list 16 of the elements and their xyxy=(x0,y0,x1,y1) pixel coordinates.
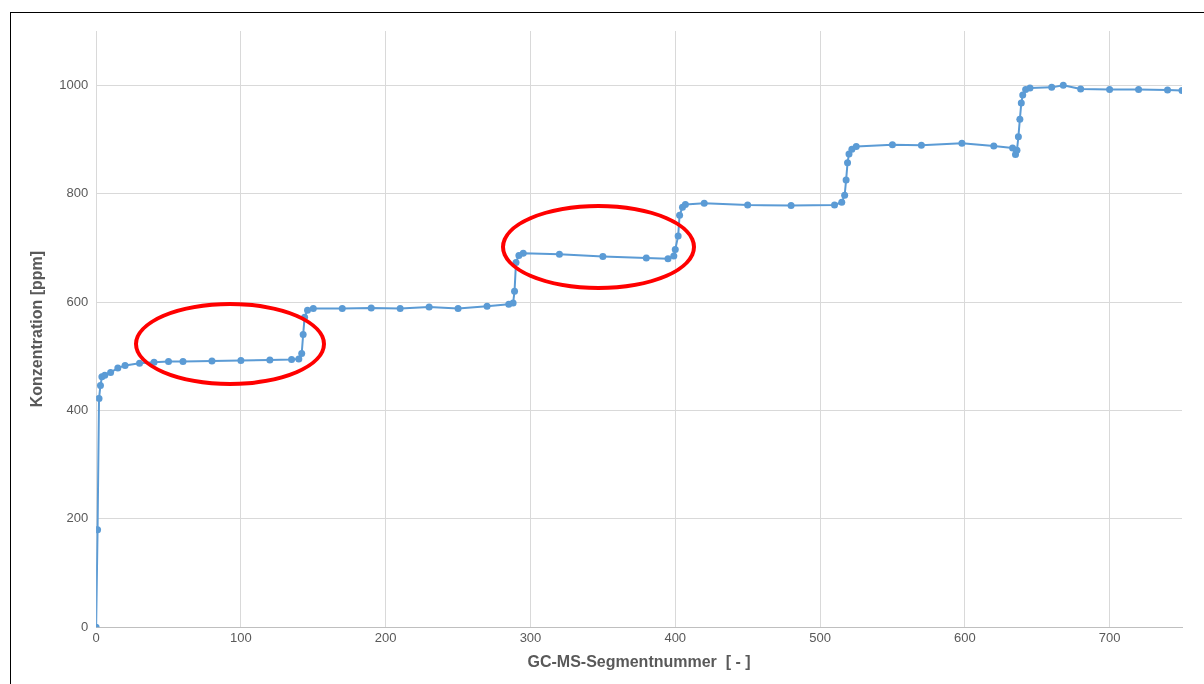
y-tick-label: 600 xyxy=(66,293,89,309)
y-tick-label: 400 xyxy=(66,401,89,417)
y-tick-label: 800 xyxy=(66,185,89,201)
x-axis-title: GC-MS-Segmentnummer [ - ] xyxy=(527,652,751,670)
x-tick-label: 600 xyxy=(953,629,976,645)
x-tick-label: 400 xyxy=(664,629,687,645)
y-tick-label: 1000 xyxy=(59,76,89,92)
x-tick-label: 0 xyxy=(92,629,100,645)
x-tick-label: 700 xyxy=(1098,629,1121,645)
x-tick-label: 100 xyxy=(230,629,252,645)
x-tick-label: 500 xyxy=(809,629,831,645)
x-tick-label: 200 xyxy=(374,629,397,645)
y-tick-label: 0 xyxy=(80,618,89,634)
y-tick-label: 200 xyxy=(66,510,89,526)
x-tick-label: 300 xyxy=(519,629,542,645)
y-axis-title: Konzentration [ppm] xyxy=(28,250,46,408)
